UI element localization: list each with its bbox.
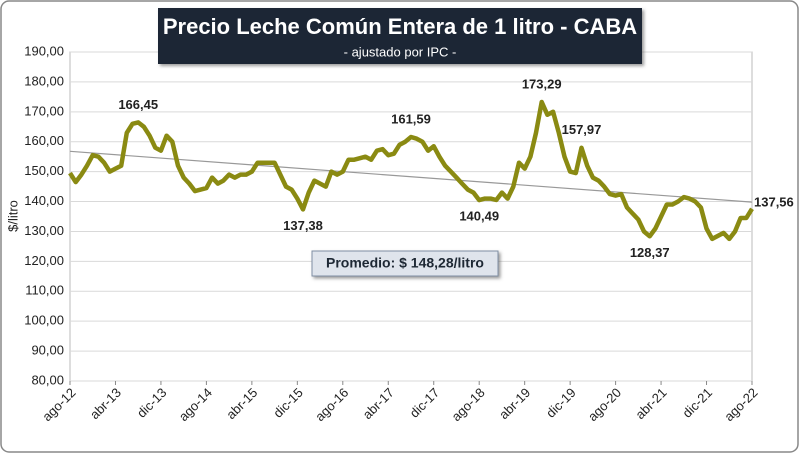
y-tick-label: 120,00 xyxy=(24,253,64,268)
chart-subtitle: - ajustado por IPC - xyxy=(344,44,457,59)
data-line xyxy=(68,99,754,242)
y-axis-title: $/litro xyxy=(5,200,20,232)
plot-area xyxy=(69,51,753,382)
trend-line xyxy=(69,150,753,203)
y-tick-label: 100,00 xyxy=(24,313,64,328)
y-tick-label: 140,00 xyxy=(24,193,64,208)
average-box xyxy=(311,250,499,277)
y-tick-label: 170,00 xyxy=(24,103,64,118)
y-tick-label: 180,00 xyxy=(24,73,64,88)
y-tick-label: 90,00 xyxy=(31,343,64,358)
value-label: 128,37 xyxy=(630,245,670,260)
y-tick-label: 150,00 xyxy=(24,163,64,178)
y-tick-label: 190,00 xyxy=(24,43,64,58)
title-box xyxy=(158,8,642,64)
value-label: 166,45 xyxy=(118,97,158,112)
value-label: 140,49 xyxy=(459,209,499,224)
y-tick-label: 130,00 xyxy=(24,223,64,238)
marks: 166,45 137,38 161,59 140,49 173,29 157,97 128,… xyxy=(68,76,794,260)
value-label: 137,56 xyxy=(754,194,794,209)
chart-title: Precio Leche Común Entera de 1 litro - C… xyxy=(163,14,637,39)
value-label: 137,38 xyxy=(283,218,323,233)
value-label: 157,97 xyxy=(562,122,602,137)
value-label: 161,59 xyxy=(391,111,431,126)
value-label: 173,29 xyxy=(522,76,562,91)
y-tick-label: 160,00 xyxy=(24,133,64,148)
average-label: Promedio: $ 148,28/litro xyxy=(326,255,484,271)
y-tick-label: 110,00 xyxy=(25,283,64,298)
y-tick-label: 80,00 xyxy=(31,372,64,387)
